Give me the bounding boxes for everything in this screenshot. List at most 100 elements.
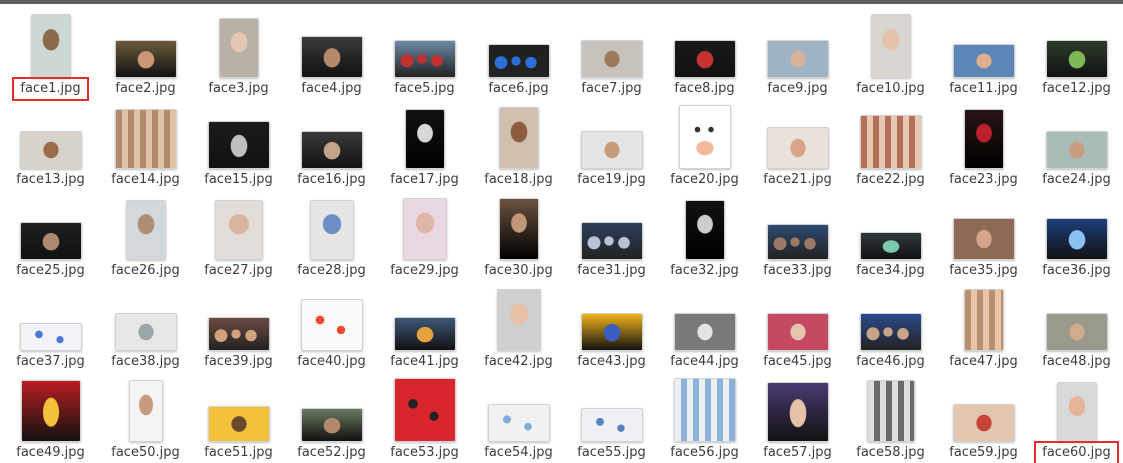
file-name[interactable]: face56.jpg [670, 445, 739, 460]
image-thumbnail[interactable] [963, 109, 1004, 169]
file-item[interactable]: face2.jpg [99, 8, 192, 99]
file-name[interactable]: face42.jpg [484, 354, 553, 369]
file-name[interactable]: face28.jpg [297, 263, 366, 278]
file-name[interactable]: face15.jpg [204, 172, 273, 187]
image-thumbnail[interactable] [580, 40, 643, 78]
image-thumbnail[interactable] [580, 131, 643, 169]
image-thumbnail[interactable] [678, 105, 731, 169]
image-thumbnail[interactable] [19, 222, 82, 260]
file-item[interactable]: face3.jpg [192, 8, 285, 99]
image-thumbnail[interactable] [1045, 218, 1108, 260]
file-name[interactable]: face6.jpg [488, 81, 549, 96]
image-thumbnail[interactable] [30, 14, 71, 78]
file-name[interactable]: face60.jpg [1034, 441, 1119, 463]
file-name[interactable]: face51.jpg [204, 445, 273, 460]
file-name[interactable]: face10.jpg [856, 81, 925, 96]
file-item[interactable]: face10.jpg [844, 8, 937, 99]
file-name[interactable]: face43.jpg [577, 354, 646, 369]
file-item[interactable]: face24.jpg [1030, 99, 1123, 190]
file-item[interactable]: face36.jpg [1030, 190, 1123, 281]
file-item[interactable]: face20.jpg [658, 99, 751, 190]
image-thumbnail[interactable] [1056, 382, 1097, 442]
file-item[interactable]: face16.jpg [285, 99, 378, 190]
file-item[interactable]: face52.jpg [285, 372, 378, 463]
image-thumbnail[interactable] [114, 109, 177, 169]
image-thumbnail[interactable] [1045, 313, 1108, 351]
image-thumbnail[interactable] [393, 317, 456, 351]
image-thumbnail[interactable] [580, 408, 643, 442]
image-thumbnail[interactable] [1045, 131, 1108, 169]
image-thumbnail[interactable] [309, 200, 354, 260]
file-name[interactable]: face32.jpg [670, 263, 739, 278]
file-item[interactable]: face31.jpg [565, 190, 658, 281]
file-name[interactable]: face21.jpg [763, 172, 832, 187]
image-thumbnail[interactable] [393, 378, 456, 442]
file-item[interactable]: face12.jpg [1030, 8, 1123, 99]
file-item[interactable]: face14.jpg [99, 99, 192, 190]
file-item[interactable]: face41.jpg [378, 281, 471, 372]
file-name[interactable]: face46.jpg [856, 354, 925, 369]
file-item[interactable]: face60.jpg [1030, 372, 1123, 463]
file-item[interactable]: face34.jpg [844, 190, 937, 281]
file-item[interactable]: face42.jpg [472, 281, 565, 372]
file-name[interactable]: face58.jpg [856, 445, 925, 460]
file-name[interactable]: face1.jpg [12, 77, 89, 101]
file-name[interactable]: face41.jpg [390, 354, 459, 369]
image-thumbnail[interactable] [766, 382, 829, 442]
image-thumbnail[interactable] [673, 40, 736, 78]
file-item[interactable]: face48.jpg [1030, 281, 1123, 372]
image-thumbnail[interactable] [952, 404, 1015, 442]
image-thumbnail[interactable] [859, 232, 922, 260]
file-item[interactable]: face1.jpg [4, 8, 97, 101]
file-item[interactable]: face35.jpg [937, 190, 1030, 281]
file-item[interactable]: face44.jpg [658, 281, 751, 372]
file-name[interactable]: face44.jpg [670, 354, 739, 369]
file-item[interactable]: face22.jpg [844, 99, 937, 190]
image-thumbnail[interactable] [300, 131, 363, 169]
image-thumbnail[interactable] [952, 44, 1015, 78]
image-thumbnail[interactable] [498, 198, 539, 260]
file-name[interactable]: face47.jpg [949, 354, 1018, 369]
file-name[interactable]: face52.jpg [297, 445, 366, 460]
file-name[interactable]: face50.jpg [111, 445, 180, 460]
file-item[interactable]: face8.jpg [658, 8, 751, 99]
file-item[interactable]: face45.jpg [751, 281, 844, 372]
file-item[interactable]: face13.jpg [4, 99, 97, 190]
file-name[interactable]: face29.jpg [390, 263, 459, 278]
file-name[interactable]: face20.jpg [670, 172, 739, 187]
image-thumbnail[interactable] [114, 40, 177, 78]
image-thumbnail[interactable] [404, 109, 445, 169]
image-thumbnail[interactable] [487, 404, 550, 442]
file-name[interactable]: face7.jpg [581, 81, 642, 96]
file-item[interactable]: face57.jpg [751, 372, 844, 463]
image-thumbnail[interactable] [580, 313, 643, 351]
image-thumbnail[interactable] [300, 299, 363, 351]
file-name[interactable]: face37.jpg [16, 354, 85, 369]
file-name[interactable]: face31.jpg [577, 263, 646, 278]
file-name[interactable]: face8.jpg [674, 81, 735, 96]
file-item[interactable]: face56.jpg [658, 372, 751, 463]
file-name[interactable]: face40.jpg [297, 354, 366, 369]
file-item[interactable]: face23.jpg [937, 99, 1030, 190]
file-item[interactable]: face9.jpg [751, 8, 844, 99]
image-thumbnail[interactable] [20, 380, 81, 442]
file-name[interactable]: face12.jpg [1042, 81, 1111, 96]
file-item[interactable]: face55.jpg [565, 372, 658, 463]
file-name[interactable]: face38.jpg [111, 354, 180, 369]
file-name[interactable]: face35.jpg [949, 263, 1018, 278]
file-item[interactable]: face59.jpg [937, 372, 1030, 463]
image-thumbnail[interactable] [114, 313, 177, 351]
file-name[interactable]: face22.jpg [856, 172, 925, 187]
file-item[interactable]: face17.jpg [378, 99, 471, 190]
file-item[interactable]: face15.jpg [192, 99, 285, 190]
file-name[interactable]: face24.jpg [1042, 172, 1111, 187]
image-thumbnail[interactable] [128, 380, 163, 442]
file-name[interactable]: face59.jpg [949, 445, 1018, 460]
file-item[interactable]: face53.jpg [378, 372, 471, 463]
file-item[interactable]: face39.jpg [192, 281, 285, 372]
image-thumbnail[interactable] [402, 198, 447, 260]
image-thumbnail[interactable] [859, 115, 922, 169]
file-item[interactable]: face54.jpg [472, 372, 565, 463]
file-item[interactable]: face19.jpg [565, 99, 658, 190]
image-thumbnail[interactable] [580, 222, 643, 260]
